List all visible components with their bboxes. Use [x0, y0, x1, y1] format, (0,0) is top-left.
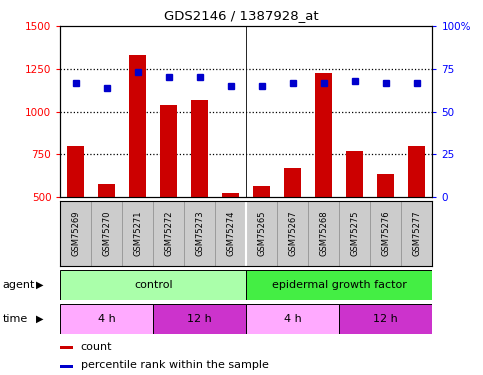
Text: percentile rank within the sample: percentile rank within the sample — [81, 360, 269, 370]
Text: GSM75277: GSM75277 — [412, 211, 421, 256]
Bar — [246, 270, 432, 300]
Bar — [315, 73, 332, 197]
Bar — [99, 184, 115, 197]
Bar — [60, 365, 73, 368]
Text: 12 h: 12 h — [187, 314, 212, 324]
Text: GSM75268: GSM75268 — [319, 211, 328, 256]
Text: GSM75275: GSM75275 — [350, 211, 359, 256]
Bar — [60, 346, 73, 350]
Bar — [129, 55, 146, 197]
Text: agent: agent — [2, 280, 35, 290]
Bar — [222, 194, 240, 197]
Bar — [160, 105, 177, 197]
Bar — [253, 186, 270, 197]
Text: 12 h: 12 h — [373, 314, 398, 324]
Text: control: control — [134, 280, 172, 290]
Bar — [191, 100, 208, 197]
Text: ▶: ▶ — [36, 314, 43, 324]
Text: GSM75265: GSM75265 — [257, 211, 266, 256]
Text: GSM75269: GSM75269 — [71, 211, 80, 256]
Bar — [67, 146, 85, 197]
Bar — [154, 304, 246, 334]
Text: GSM75276: GSM75276 — [381, 211, 390, 256]
Bar — [246, 304, 339, 334]
Bar — [60, 270, 246, 300]
Text: GSM75274: GSM75274 — [227, 211, 235, 256]
Text: GSM75271: GSM75271 — [133, 211, 142, 256]
Text: 4 h: 4 h — [284, 314, 302, 324]
Text: GSM75267: GSM75267 — [288, 211, 298, 256]
Bar — [284, 168, 301, 197]
Text: GSM75270: GSM75270 — [102, 211, 112, 256]
Text: count: count — [81, 342, 113, 352]
Text: GSM75272: GSM75272 — [164, 211, 173, 256]
Bar — [339, 304, 432, 334]
Text: GSM75273: GSM75273 — [195, 211, 204, 256]
Bar — [60, 304, 154, 334]
Text: ▶: ▶ — [36, 280, 43, 290]
Text: GDS2146 / 1387928_at: GDS2146 / 1387928_at — [164, 9, 319, 22]
Text: 4 h: 4 h — [98, 314, 116, 324]
Text: epidermal growth factor: epidermal growth factor — [272, 280, 407, 290]
Bar — [346, 151, 363, 197]
Bar — [377, 174, 394, 197]
Text: time: time — [2, 314, 28, 324]
Bar — [408, 146, 426, 197]
